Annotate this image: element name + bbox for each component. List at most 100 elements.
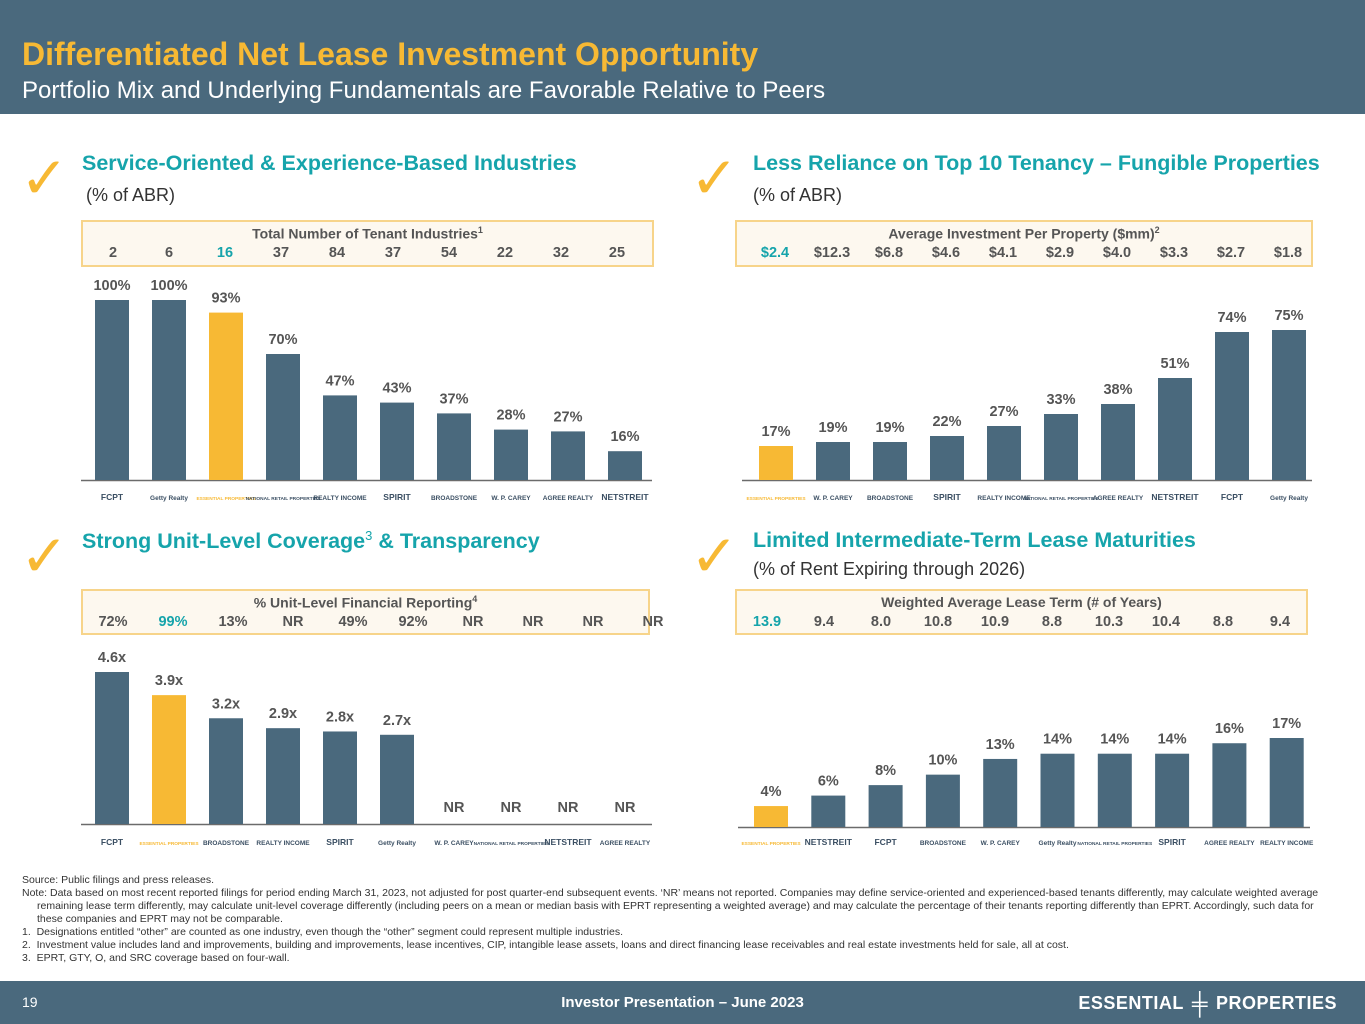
data-label: 4% — [761, 784, 782, 800]
industries-title: Service-Oriented & Experience-Based Indu… — [82, 151, 577, 175]
bar — [209, 312, 243, 480]
company-logo: REALTY INCOME — [977, 495, 1031, 502]
bar — [925, 774, 960, 827]
industries-table-value: 32 — [552, 245, 570, 261]
industries-table-value: 37 — [272, 245, 290, 261]
note-line: Note: Data based on most recent reported… — [22, 887, 1319, 925]
footer-title: Investor Presentation – June 2023 — [561, 994, 804, 1011]
data-label: 4.6x — [98, 650, 126, 666]
bar — [816, 442, 850, 480]
data-label: 33% — [1046, 392, 1075, 408]
maturities-table-value: 9.4 — [813, 614, 835, 630]
industries-table-value: 6 — [164, 245, 174, 261]
data-label: 14% — [1158, 732, 1187, 748]
brand-mark-icon: ╪ — [1191, 991, 1208, 1016]
data-label: 70% — [268, 332, 297, 348]
data-label: 13% — [986, 737, 1015, 753]
data-label: 3.9x — [155, 673, 183, 689]
company-logo: NATIONAL RETAIL PROPERTIES — [1024, 496, 1100, 502]
bar — [380, 734, 414, 824]
bar — [152, 300, 186, 480]
tenancy-table-value: $6.8 — [874, 245, 904, 261]
data-label: 19% — [818, 420, 847, 436]
company-logo: SPIRIT — [326, 837, 354, 847]
data-label: 17% — [1272, 716, 1301, 732]
charts-canvas: 100% FCPT 100% Getty Realty 93% ESSENTIAL PRO… — [81, 278, 1314, 847]
data-label: 37% — [439, 391, 468, 407]
data-label: 2.9x — [269, 706, 297, 722]
company-logo: ESSENTIAL PROPERTIES — [741, 841, 801, 847]
data-label: 75% — [1274, 308, 1303, 324]
bar — [551, 431, 585, 480]
tenancy-table-value: $4.0 — [1102, 245, 1132, 261]
bar — [95, 672, 129, 824]
footnote-3: 3. EPRT, GTY, O, and SRC coverage based … — [22, 952, 290, 964]
checkmark-icon: ✓ — [690, 146, 739, 211]
maturities-table-value: 10.8 — [923, 614, 953, 630]
checkmark-icon: ✓ — [20, 146, 69, 211]
checkmark-icon: ✓ — [690, 524, 739, 589]
industries-table-value: 22 — [496, 245, 514, 261]
tenancy-table-value: $2.9 — [1045, 245, 1075, 261]
bar — [323, 731, 357, 824]
company-logo: W. P. CAREY — [981, 840, 1021, 847]
coverage-table: % Unit-Level Financial Reporting4 72% 99%… — [81, 589, 663, 635]
company-logo: BROADSTONE — [203, 840, 250, 847]
company-logo: REALTY INCOME — [1260, 840, 1314, 847]
tenancy-table-value: $3.3 — [1159, 245, 1189, 261]
bar — [266, 728, 300, 824]
maturities-table-value: 8.8 — [1212, 614, 1234, 630]
company-logo: NETSTREIT — [805, 837, 853, 847]
bar — [1272, 330, 1306, 480]
footnote-1: 1. Designations entitled “other” are cou… — [22, 926, 623, 938]
tenancy-subtitle: (% of ABR) — [753, 185, 843, 205]
company-logo: NETSTREIT — [601, 492, 649, 502]
data-label: 43% — [382, 381, 411, 397]
industries-table-value: 37 — [384, 245, 402, 261]
bar — [1040, 753, 1075, 827]
company-logo: Getty Realty — [1270, 495, 1308, 502]
company-logo: NETSTREIT — [544, 837, 592, 847]
bar — [494, 429, 528, 480]
bar — [811, 795, 846, 827]
industries-table-value: 54 — [440, 245, 458, 261]
company-logo: Getty Realty — [150, 495, 188, 502]
bar — [1044, 414, 1078, 480]
bar — [759, 446, 793, 480]
company-logo: FCPT — [1221, 492, 1244, 502]
bar — [983, 758, 1018, 827]
page-subtitle: Portfolio Mix and Underlying Fundamental… — [22, 77, 826, 104]
coverage-table-value: 13% — [218, 614, 248, 630]
maturities-table: Weighted Average Lease Term (# of Years)… — [735, 589, 1308, 635]
data-label: 93% — [211, 291, 240, 307]
maturities-title: Limited Intermediate-Term Lease Maturiti… — [753, 528, 1196, 552]
data-label: 2.8x — [326, 709, 354, 725]
industries-table: Total Number of Tenant Industries1 2 6 16 3… — [81, 220, 654, 267]
company-logo: REALTY INCOME — [256, 840, 310, 847]
coverage-table-value: NR — [642, 614, 664, 630]
company-logo: ESSENTIAL PROPERTIES — [139, 841, 199, 847]
company-logo: ESSENTIAL PROPERTIES — [196, 496, 256, 502]
industries-table-value: 2 — [108, 245, 118, 261]
data-label: 100% — [93, 278, 130, 294]
tenancy-table-value: $12.3 — [813, 245, 851, 261]
checkmark-icon: ✓ — [20, 524, 69, 589]
coverage-table-value: NR — [282, 614, 304, 630]
data-label: 27% — [553, 409, 582, 425]
data-label: 74% — [1217, 310, 1246, 326]
data-label: 17% — [761, 424, 790, 440]
industries-subtitle: (% of ABR) — [86, 185, 176, 205]
company-logo: NATIONAL RETAIL PROPERTIES — [474, 841, 550, 847]
company-logo: REALTY INCOME — [313, 495, 367, 502]
header-bar: Differentiated Net Lease Investment Oppo… — [0, 0, 1365, 114]
maturities-table-title: Weighted Average Lease Term (# of Years) — [881, 594, 1162, 610]
industries-table-title: Total Number of Tenant Industries1 — [252, 225, 483, 242]
data-label: 19% — [875, 420, 904, 436]
company-logo: FCPT — [101, 837, 124, 847]
company-logo: AGREE REALTY — [600, 840, 651, 847]
company-logo: NATIONAL RETAIL PROPERTIES — [1077, 841, 1153, 847]
tenancy-table-value: $2.7 — [1216, 245, 1246, 261]
company-logo: NETSTREIT — [1151, 492, 1199, 502]
maturities-table-value: 13.9 — [752, 614, 782, 630]
data-label: 27% — [989, 404, 1018, 420]
